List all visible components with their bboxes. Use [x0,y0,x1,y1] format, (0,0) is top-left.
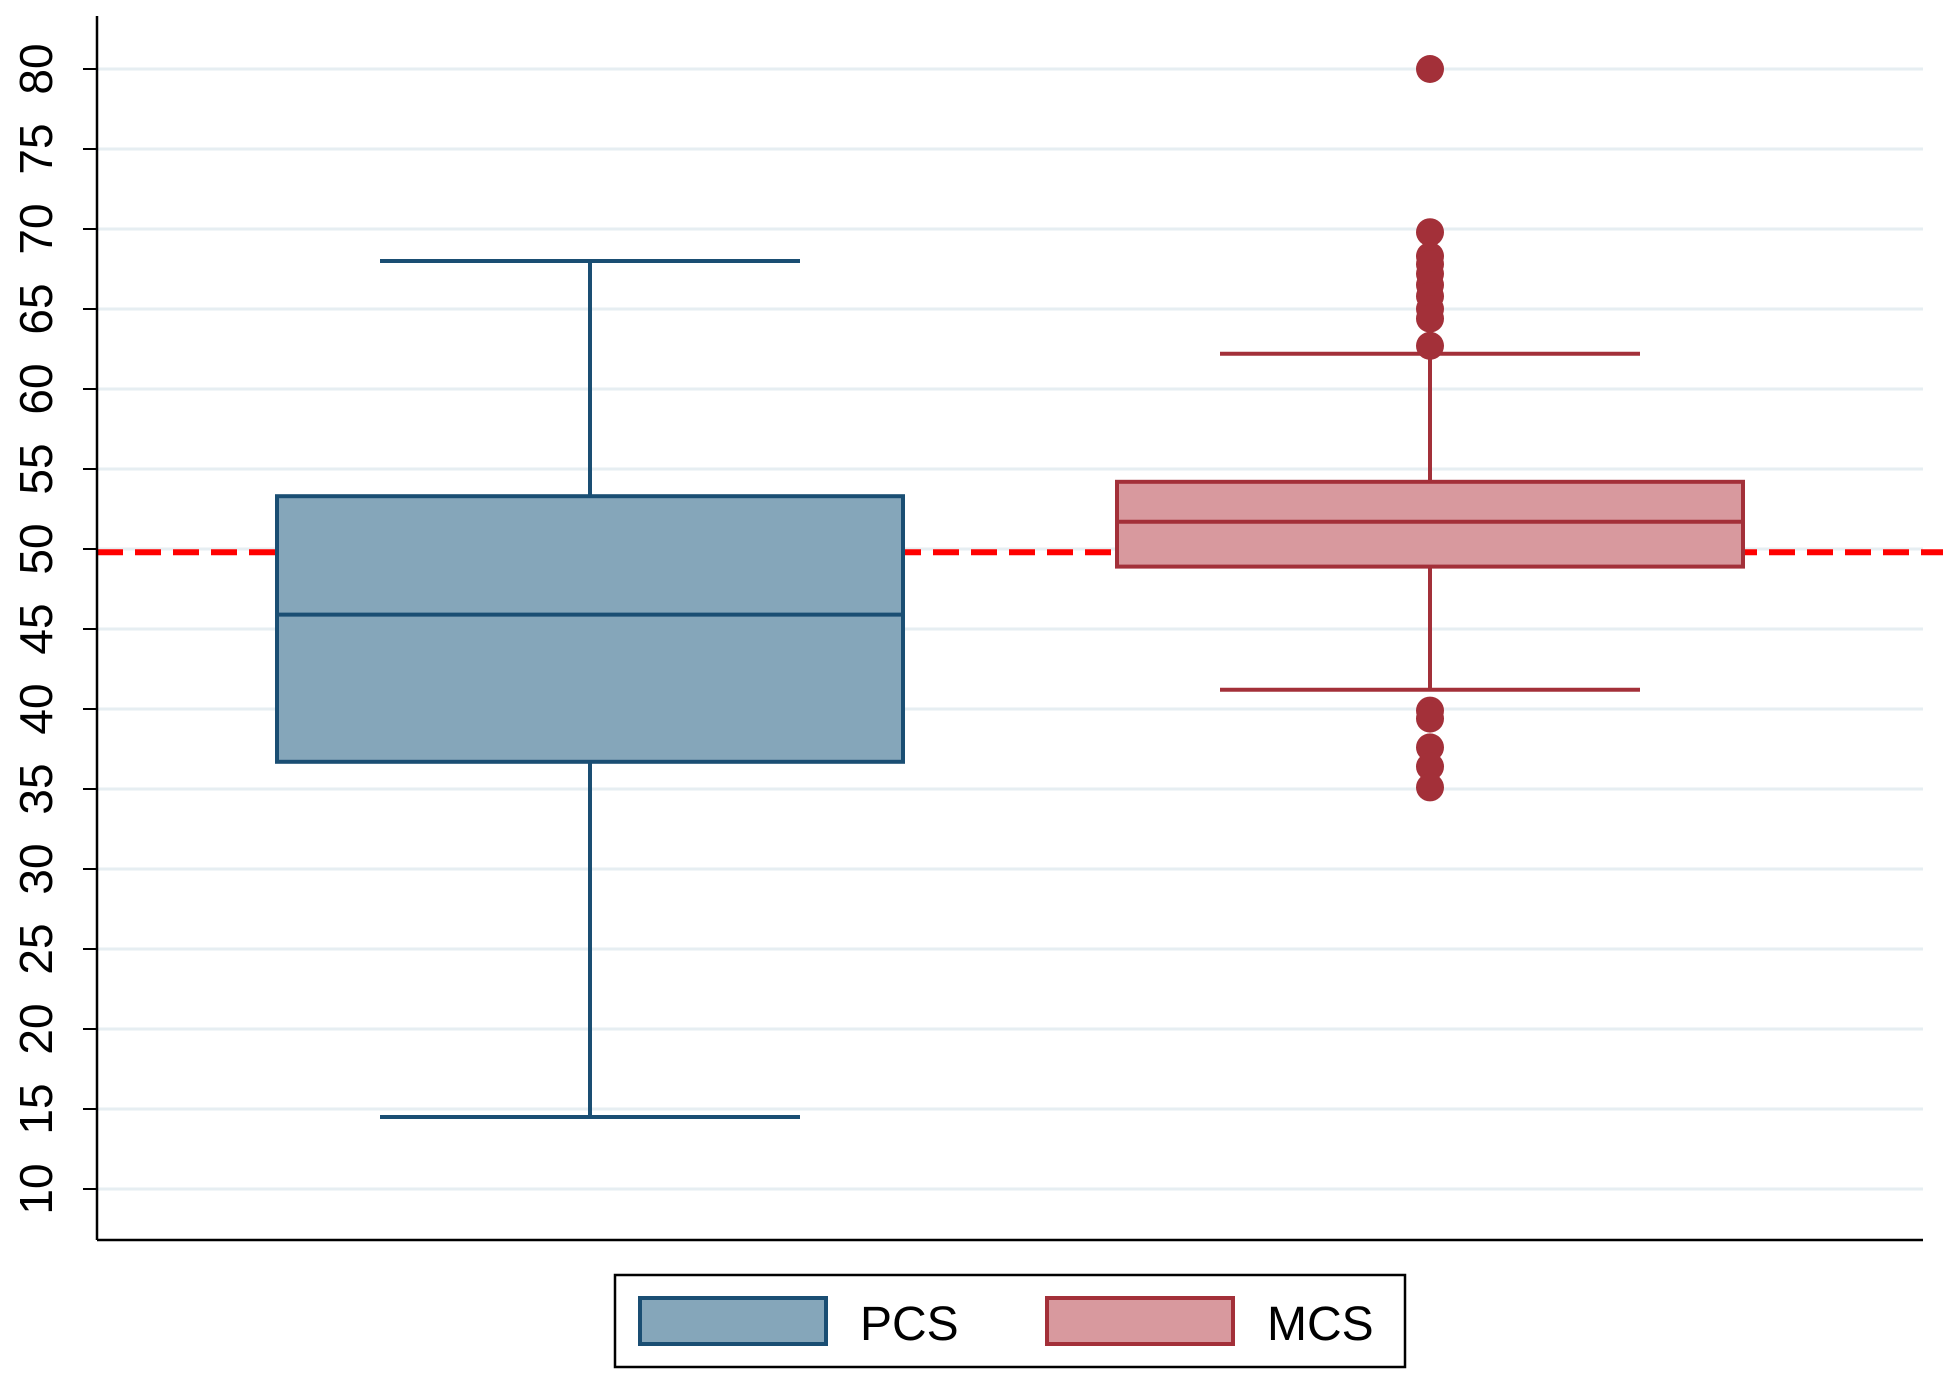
box-iqr [1115,479,1745,569]
y-tick-label: 80 [10,43,62,94]
y-tick-label: 35 [10,763,62,814]
outlier-point [1416,704,1444,733]
outlier-point [1416,218,1444,247]
y-tick-label: 40 [10,683,62,734]
legend-key-mcs [1045,1296,1235,1346]
y-tick-label: 70 [10,203,62,254]
box-layer [275,55,1745,1119]
y-tick-label: 10 [10,1163,62,1214]
legend-key-pcs [638,1296,828,1346]
legend-label-pcs: PCS [860,1298,959,1351]
outlier-point [1416,773,1444,802]
outlier-point [1416,752,1444,781]
axes: 10 15 20 25 30 35 40 45 50 55 60 65 70 75 80 [10,16,1923,1242]
legend: PCS MCS [613,1273,1407,1369]
legend-label-mcs: MCS [1267,1298,1374,1351]
grid-lines [97,67,1923,1191]
y-tick-label: 25 [10,923,62,974]
y-tick-label: 75 [10,123,62,174]
y-tick-label: 15 [10,1083,62,1134]
y-tick-label: 20 [10,1003,62,1054]
y-tick-label: 60 [10,363,62,414]
box-mcs [1115,55,1745,802]
y-tick-label: 65 [10,283,62,334]
outlier-point [1416,733,1444,762]
box-iqr [275,494,905,764]
outlier-point [1416,331,1444,360]
y-tick-label: 50 [10,523,62,574]
box-pcs [275,259,905,1119]
outlier-point [1416,55,1444,83]
y-tick-label: 30 [10,843,62,894]
y-tick-label: 55 [10,443,62,494]
y-tick-label: 45 [10,603,62,654]
outlier-point [1416,304,1444,333]
legend-box [613,1273,1407,1369]
